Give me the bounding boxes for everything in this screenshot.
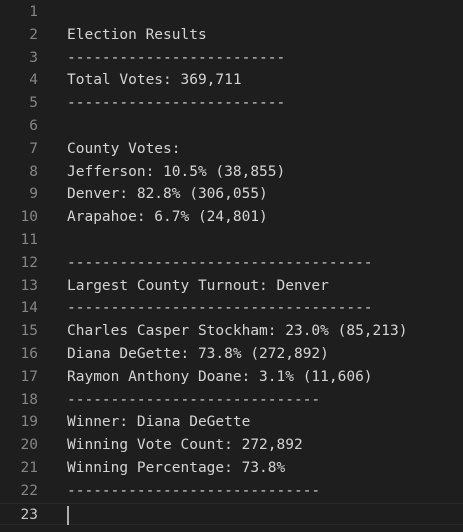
line-text: Total Votes: 369,711: [67, 72, 242, 89]
editor-line[interactable]: 1: [0, 1, 463, 24]
line-number: 19: [20, 414, 38, 431]
editor-line[interactable]: 8 Jefferson: 10.5% (38,855): [0, 161, 463, 184]
line-number: 6: [29, 118, 38, 134]
line-number: 22: [20, 482, 38, 499]
line-text: Winner: Diana DeGette: [67, 414, 251, 431]
line-text: Jefferson: 10.5% (38,855): [67, 163, 286, 180]
editor-line[interactable]: 15 Charles Casper Stockham: 23.0% (85,213…: [0, 320, 463, 343]
editor-line[interactable]: 13 Largest County Turnout: Denver: [0, 275, 463, 298]
line-text: -------------------------: [67, 95, 286, 112]
text-cursor: [67, 505, 69, 525]
editor-line[interactable]: 5 -------------------------: [0, 92, 463, 115]
line-number: 14: [20, 300, 38, 317]
line-number: 15: [20, 323, 38, 340]
line-number: 4: [29, 72, 38, 89]
line-number: 12: [20, 254, 38, 271]
line-number: 9: [29, 186, 38, 203]
editor-line[interactable]: 2 Election Results: [0, 24, 463, 47]
line-number: 11: [20, 232, 38, 248]
line-text: -----------------------------: [67, 482, 321, 499]
line-number: 13: [20, 277, 38, 294]
line-number: 8: [29, 163, 38, 180]
line-text: -----------------------------------: [67, 254, 373, 271]
line-text: Diana DeGette: 73.8% (272,892): [67, 346, 329, 362]
editor-line[interactable]: 4 Total Votes: 369,711: [0, 69, 463, 92]
line-text: Largest County Turnout: Denver: [67, 277, 329, 294]
editor-line[interactable]: 20 Winning Vote Count: 272,892: [0, 434, 463, 457]
editor-line[interactable]: 21 Winning Percentage: 73.8%: [0, 457, 463, 480]
line-text: -----------------------------------: [67, 300, 373, 317]
line-number: 20: [20, 437, 38, 454]
line-number: 1: [29, 4, 38, 20]
line-text: Winning Percentage: 73.8%: [67, 460, 286, 476]
editor-line[interactable]: 14 -----------------------------------: [0, 297, 463, 320]
line-number: 23: [20, 506, 38, 523]
editor-line[interactable]: 23: [0, 502, 463, 526]
editor-line[interactable]: 7 County Votes:: [0, 138, 463, 161]
editor-line[interactable]: 18 -----------------------------: [0, 389, 463, 412]
line-number: 3: [29, 49, 38, 66]
line-text: Arapahoe: 6.7% (24,801): [67, 209, 268, 226]
editor-line[interactable]: 3 -------------------------: [0, 47, 463, 70]
editor-line[interactable]: 19 Winner: Diana DeGette: [0, 411, 463, 434]
line-text: Denver: 82.8% (306,055): [67, 186, 268, 203]
line-number: 18: [20, 391, 38, 408]
line-number: 17: [20, 368, 38, 385]
line-text: Election Results: [67, 26, 207, 43]
line-text: Charles Casper Stockham: 23.0% (85,213): [67, 323, 408, 340]
line-text: -----------------------------: [67, 391, 321, 408]
editor-line[interactable]: 6: [0, 115, 463, 138]
editor-line[interactable]: 16 Diana DeGette: 73.8% (272,892): [0, 343, 463, 366]
line-number: 2: [29, 26, 38, 43]
line-number: 21: [20, 460, 38, 476]
line-text: Winning Vote Count: 272,892: [67, 437, 303, 454]
line-number: 16: [20, 346, 38, 362]
editor-line[interactable]: 10 Arapahoe: 6.7% (24,801): [0, 206, 463, 229]
editor-line[interactable]: 17 Raymon Anthony Doane: 3.1% (11,606): [0, 366, 463, 389]
editor-line[interactable]: 22 -----------------------------: [0, 480, 463, 503]
line-text: Raymon Anthony Doane: 3.1% (11,606): [67, 368, 373, 385]
editor-line[interactable]: 12 -----------------------------------: [0, 252, 463, 275]
line-text: -------------------------: [67, 49, 286, 66]
line-text: County Votes:: [67, 140, 181, 157]
line-number: 10: [20, 209, 38, 226]
line-number: 5: [29, 95, 38, 112]
editor-line[interactable]: 9 Denver: 82.8% (306,055): [0, 183, 463, 206]
editor-line[interactable]: 11: [0, 229, 463, 252]
line-number: 7: [29, 140, 38, 157]
